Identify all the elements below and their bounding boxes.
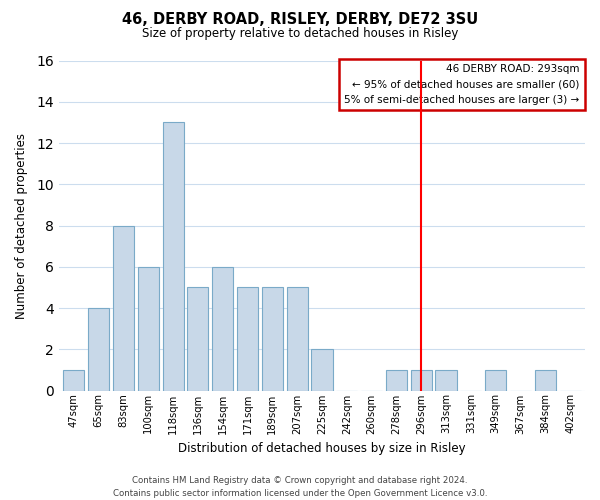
Y-axis label: Number of detached properties: Number of detached properties — [15, 132, 28, 318]
Bar — [187, 288, 208, 391]
Text: 46 DERBY ROAD: 293sqm
← 95% of detached houses are smaller (60)
5% of semi-detac: 46 DERBY ROAD: 293sqm ← 95% of detached … — [344, 64, 580, 105]
Bar — [138, 267, 159, 390]
Bar — [63, 370, 85, 390]
Bar — [163, 122, 184, 390]
Bar — [436, 370, 457, 390]
Bar — [212, 267, 233, 390]
Text: 46, DERBY ROAD, RISLEY, DERBY, DE72 3SU: 46, DERBY ROAD, RISLEY, DERBY, DE72 3SU — [122, 12, 478, 28]
Bar — [410, 370, 432, 390]
X-axis label: Distribution of detached houses by size in Risley: Distribution of detached houses by size … — [178, 442, 466, 455]
Text: Contains HM Land Registry data © Crown copyright and database right 2024.
Contai: Contains HM Land Registry data © Crown c… — [113, 476, 487, 498]
Bar — [113, 226, 134, 390]
Bar — [287, 288, 308, 391]
Text: Size of property relative to detached houses in Risley: Size of property relative to detached ho… — [142, 28, 458, 40]
Bar — [237, 288, 258, 391]
Bar — [88, 308, 109, 390]
Bar — [262, 288, 283, 391]
Bar — [311, 350, 332, 391]
Bar — [485, 370, 506, 390]
Bar — [535, 370, 556, 390]
Bar — [386, 370, 407, 390]
